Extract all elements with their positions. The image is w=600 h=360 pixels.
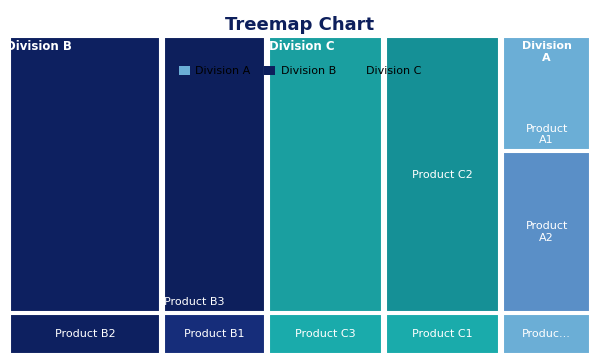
Bar [164, 37, 265, 312]
Bar [503, 37, 590, 150]
Text: Product C2: Product C2 [412, 170, 473, 180]
Legend: Division A, Division B, Division C: Division A, Division B, Division C [174, 61, 426, 81]
Text: Division
A: Division A [521, 41, 572, 63]
Text: Division C: Division C [269, 40, 334, 53]
Bar [164, 314, 265, 354]
Bar [503, 152, 590, 312]
Text: Product B2: Product B2 [55, 329, 115, 339]
Bar [503, 37, 590, 150]
Bar [269, 314, 382, 354]
Bar [386, 37, 499, 312]
Text: Product
A2: Product A2 [526, 221, 568, 243]
Text: Product B1: Product B1 [184, 329, 245, 339]
Text: Produc...: Produc... [522, 329, 571, 339]
Text: Product C3: Product C3 [295, 329, 356, 339]
Bar [386, 314, 499, 354]
Bar [10, 37, 160, 312]
Bar [269, 37, 382, 312]
Text: Treemap Chart: Treemap Chart [226, 16, 374, 34]
Bar [10, 314, 160, 354]
Text: Product
A1: Product A1 [526, 124, 568, 145]
Bar [503, 314, 590, 354]
Text: Product C1: Product C1 [412, 329, 473, 339]
Text: Division B: Division B [6, 40, 72, 53]
Text: Product B3: Product B3 [164, 297, 224, 307]
